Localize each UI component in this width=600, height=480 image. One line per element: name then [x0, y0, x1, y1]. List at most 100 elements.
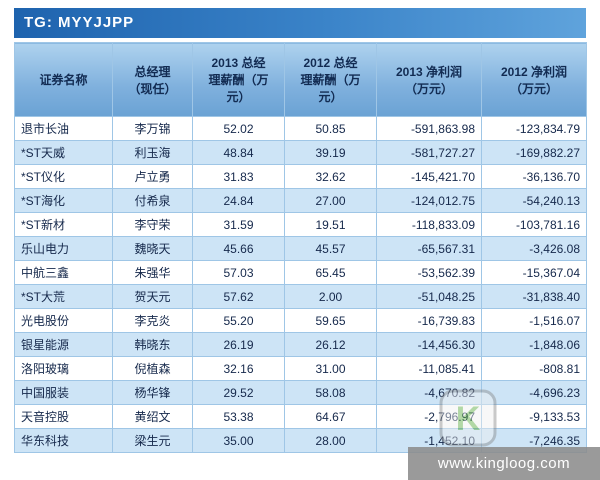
table-cell: -1,848.06 [481, 332, 587, 357]
table-cell: 李克炎 [112, 308, 193, 333]
table-cell: 倪植森 [112, 356, 193, 381]
table-body: 退市长油 李万锦 52.02 50.85 -591,863.98 -123,834.79 *… [14, 116, 587, 453]
table-cell: 58.08 [284, 380, 377, 405]
table-cell: 梁生元 [112, 428, 193, 453]
table-cell: -14,456.30 [376, 332, 482, 357]
table-cell: -36,136.70 [481, 164, 587, 189]
table-cell: 2.00 [284, 284, 377, 309]
table-cell: 45.57 [284, 236, 377, 261]
table-cell: -53,562.39 [376, 260, 482, 285]
column-header: 2013 净利润 （万元） [376, 42, 482, 117]
table-cell: -591,863.98 [376, 116, 482, 141]
table-cell: 中国服装 [14, 380, 113, 405]
table-cell: -9,133.53 [481, 404, 587, 429]
table-cell: 50.85 [284, 116, 377, 141]
table-cell: 31.59 [192, 212, 285, 237]
column-header: 证券名称 [14, 42, 113, 117]
table-cell: 贺天元 [112, 284, 193, 309]
table-cell: 李万锦 [112, 116, 193, 141]
table-cell: 55.20 [192, 308, 285, 333]
table-cell: 32.62 [284, 164, 377, 189]
table-cell: 19.51 [284, 212, 377, 237]
table-cell: 黄绍文 [112, 404, 193, 429]
table-cell: -16,739.83 [376, 308, 482, 333]
table-cell: 乐山电力 [14, 236, 113, 261]
watermark-url-bar: www.kingloog.com [408, 447, 600, 480]
table-cell: -103,781.16 [481, 212, 587, 237]
table-cell: 付希泉 [112, 188, 193, 213]
table-row: 中航三鑫 朱强华 57.03 65.45 -53,562.39 -15,367.04 [14, 260, 587, 285]
table-cell: 35.00 [192, 428, 285, 453]
table-cell: 31.00 [284, 356, 377, 381]
table-cell: 32.16 [192, 356, 285, 381]
table-cell: 39.19 [284, 140, 377, 165]
table-cell: 26.12 [284, 332, 377, 357]
table-cell: 24.84 [192, 188, 285, 213]
table-cell: 65.45 [284, 260, 377, 285]
table-row: *ST新材 李守荣 31.59 19.51 -118,833.09 -103,781.16 [14, 212, 587, 237]
table-cell: 银星能源 [14, 332, 113, 357]
table-cell: -2,796.97 [376, 404, 482, 429]
table-cell: *ST仪化 [14, 164, 113, 189]
table-cell: -31,838.40 [481, 284, 587, 309]
table-cell: 45.66 [192, 236, 285, 261]
table-row: 天音控股 黄绍文 53.38 64.67 -2,796.97 -9,133.53 [14, 404, 587, 429]
salary-table: 证券名称 总经理 （现任） 2013 总经 理薪酬（万 元） 2012 总经 理薪酬（… [14, 42, 587, 453]
table-row: *ST海化 付希泉 24.84 27.00 -124,012.75 -54,240.13 [14, 188, 587, 213]
table-cell: 朱强华 [112, 260, 193, 285]
table-cell: *ST新材 [14, 212, 113, 237]
table-row: 光电股份 李克炎 55.20 59.65 -16,739.83 -1,516.07 [14, 308, 587, 333]
table-cell: 利玉海 [112, 140, 193, 165]
column-header: 2013 总经 理薪酬（万 元） [192, 42, 285, 117]
table-cell: 53.38 [192, 404, 285, 429]
table-cell: 天音控股 [14, 404, 113, 429]
table-cell: *ST大荒 [14, 284, 113, 309]
tg-banner: TG: MYYJJPP [14, 8, 586, 38]
table-cell: 31.83 [192, 164, 285, 189]
table-cell: 华东科技 [14, 428, 113, 453]
table-cell: -15,367.04 [481, 260, 587, 285]
table-cell: *ST海化 [14, 188, 113, 213]
table-cell: 魏晓天 [112, 236, 193, 261]
table-cell: -581,727.27 [376, 140, 482, 165]
tg-banner-label: TG: MYYJJPP [24, 14, 135, 31]
table-cell: -118,833.09 [376, 212, 482, 237]
table-cell: 52.02 [192, 116, 285, 141]
table-row: 乐山电力 魏晓天 45.66 45.57 -65,567.31 -3,426.08 [14, 236, 587, 261]
table-row: 银星能源 韩晓东 26.19 26.12 -14,456.30 -1,848.06 [14, 332, 587, 357]
table-cell: 退市长油 [14, 116, 113, 141]
table-cell: -4,670.82 [376, 380, 482, 405]
table-row: 中国服装 杨华锋 29.52 58.08 -4,670.82 -4,696.23 [14, 380, 587, 405]
table-row: *ST天威 利玉海 48.84 39.19 -581,727.27 -169,882.27 [14, 140, 587, 165]
column-header: 2012 总经 理薪酬（万 元） [284, 42, 377, 117]
table-cell: -145,421.70 [376, 164, 482, 189]
table-cell: 26.19 [192, 332, 285, 357]
table-cell: *ST天威 [14, 140, 113, 165]
table-cell: 中航三鑫 [14, 260, 113, 285]
table-cell: 48.84 [192, 140, 285, 165]
table-cell: 27.00 [284, 188, 377, 213]
table-cell: 洛阳玻璃 [14, 356, 113, 381]
table-header: 证券名称 总经理 （现任） 2013 总经 理薪酬（万 元） 2012 总经 理薪酬（… [14, 42, 587, 117]
table-cell: -123,834.79 [481, 116, 587, 141]
table-cell: -51,048.25 [376, 284, 482, 309]
table-cell: 59.65 [284, 308, 377, 333]
table-cell: -4,696.23 [481, 380, 587, 405]
column-header: 总经理 （现任） [112, 42, 193, 117]
table-row: 洛阳玻璃 倪植森 32.16 31.00 -11,085.41 -808.81 [14, 356, 587, 381]
column-header: 2012 净利润 （万元） [481, 42, 587, 117]
table-cell: 李守荣 [112, 212, 193, 237]
table-cell: -65,567.31 [376, 236, 482, 261]
table-header-row: 证券名称 总经理 （现任） 2013 总经 理薪酬（万 元） 2012 总经 理薪酬（… [14, 42, 587, 117]
table-cell: -3,426.08 [481, 236, 587, 261]
table-cell: 64.67 [284, 404, 377, 429]
table-row: *ST仪化 卢立勇 31.83 32.62 -145,421.70 -36,136.70 [14, 164, 587, 189]
table-cell: 杨华锋 [112, 380, 193, 405]
table-row: 退市长油 李万锦 52.02 50.85 -591,863.98 -123,834.79 [14, 116, 587, 141]
table-cell: 28.00 [284, 428, 377, 453]
table-cell: 57.62 [192, 284, 285, 309]
table-cell: 卢立勇 [112, 164, 193, 189]
table-cell: -124,012.75 [376, 188, 482, 213]
table-cell: 29.52 [192, 380, 285, 405]
